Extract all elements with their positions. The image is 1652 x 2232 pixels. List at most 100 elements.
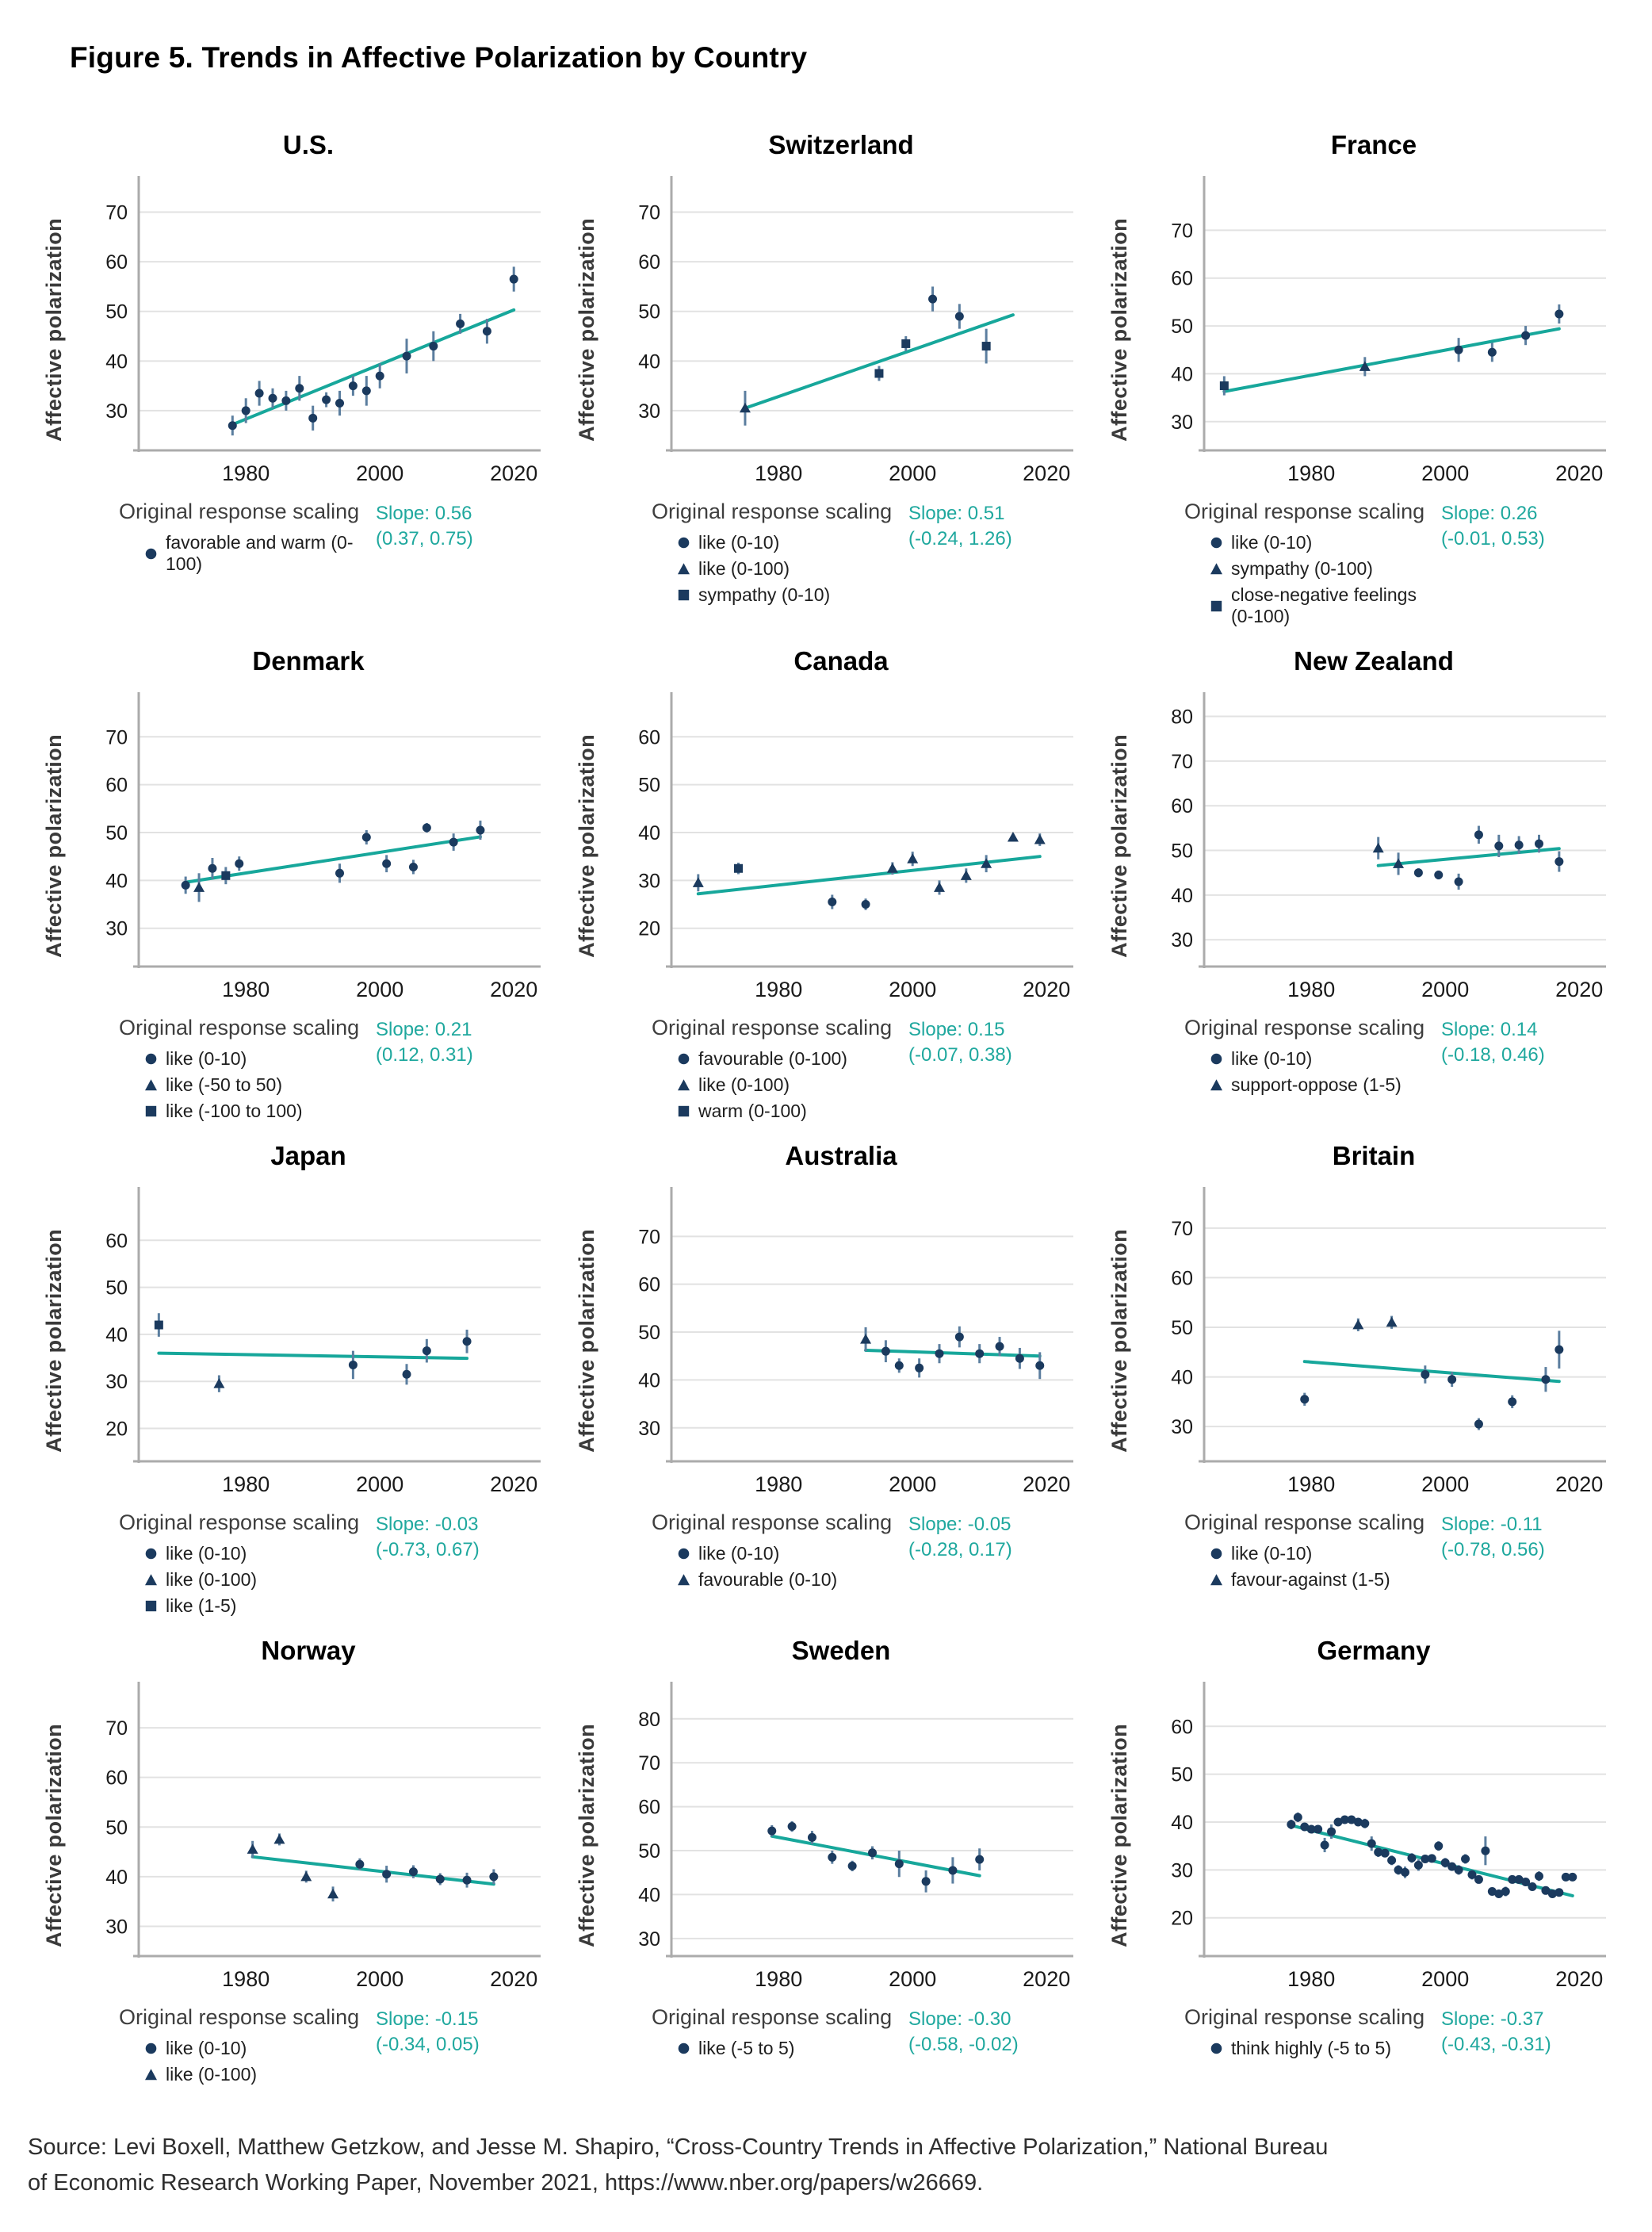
data-point-circle — [1547, 1889, 1557, 1899]
scatter-plot: 30 40 50 60 70 80 1980 2000 2020 — [1171, 692, 1606, 1001]
panel-footer: Original response scaling favorable and w… — [119, 500, 544, 575]
data-point-circle — [435, 1874, 445, 1884]
legend-heading: Original response scaling — [1184, 1510, 1425, 1534]
legend-circle-icon — [678, 1548, 690, 1560]
data-point-circle — [1413, 1860, 1423, 1870]
panel-title: France — [1330, 130, 1417, 159]
panel-body: Affective polarization 30 40 50 60 70 1980 2000… — [569, 171, 1081, 488]
data-point-triangle — [247, 1843, 258, 1854]
panel-title: Switzerland — [768, 130, 914, 159]
data-point-circle — [915, 1363, 924, 1373]
legend-circle-icon — [1210, 537, 1222, 549]
slope-confidence-interval: (-0.34, 0.05) — [376, 2034, 480, 2056]
data-point-triangle — [886, 863, 898, 873]
data-point-circle — [335, 868, 344, 878]
x-tick-label: 2020 — [1555, 978, 1603, 1001]
x-tick-label: 1980 — [222, 978, 270, 1001]
legend-item: like (0-10) — [1210, 532, 1441, 553]
slope-confidence-interval: (-0.58, -0.02) — [908, 2034, 1019, 2056]
data-point-circle — [281, 396, 291, 405]
x-tick-label: 2020 — [1023, 1967, 1070, 1991]
panel-body: Affective polarization 20 30 40 50 60 1980 2000… — [1102, 1677, 1614, 1994]
legend-heading: Original response scaling — [1184, 2005, 1425, 2029]
legend-square-icon — [678, 589, 690, 601]
data-point-circle — [1521, 1877, 1531, 1886]
data-point-circle — [1434, 871, 1444, 880]
data-point-circle — [482, 327, 491, 336]
y-tick-label: 30 — [105, 1371, 128, 1393]
legend-triangle-icon — [145, 1574, 157, 1586]
y-tick-label: 40 — [1171, 885, 1193, 907]
y-tick-label: 30 — [1171, 412, 1193, 434]
legend-item: like (0-10) — [1210, 1543, 1441, 1564]
trend-line — [770, 1834, 981, 1878]
data-point-circle — [1561, 1872, 1570, 1882]
panel-title: U.S. — [282, 130, 335, 159]
data-point-circle — [429, 342, 438, 351]
slope-confidence-interval: (-0.28, 0.17) — [908, 1539, 1012, 1561]
trend-line — [157, 1351, 469, 1361]
data-point-circle — [1501, 1887, 1510, 1897]
data-point-triangle — [193, 882, 205, 892]
data-point-circle — [1333, 1817, 1343, 1827]
y-tick-label: 40 — [1171, 1367, 1193, 1389]
legend-heading: Original response scaling — [1184, 1016, 1425, 1039]
y-tick-label: 50 — [1171, 316, 1193, 338]
data-point-circle — [348, 381, 358, 391]
slope-annotation: Slope: 0.21 (0.12, 0.31) — [376, 1016, 544, 1069]
x-tick-label: 1980 — [1287, 461, 1335, 485]
data-point-circle — [1514, 840, 1524, 850]
data-point-circle — [1454, 1865, 1463, 1874]
chart-panel-new-zealand: New Zealand Affective polarization 30 40 50 6… — [1102, 646, 1614, 1122]
data-point-circle — [1407, 1853, 1417, 1863]
data-point-circle — [1508, 1397, 1517, 1407]
data-point-circle — [1554, 309, 1564, 319]
data-point-circle — [1447, 1862, 1457, 1871]
data-point-circle — [1380, 1848, 1390, 1858]
data-point-circle — [361, 386, 371, 396]
legend-square-icon — [145, 1105, 157, 1117]
y-tick-label: 70 — [1171, 751, 1193, 773]
panel-footer: Original response scaling like (0-10) favo… — [652, 1510, 1076, 1591]
y-tick-label: 60 — [105, 1767, 128, 1790]
y-tick-label: 70 — [1171, 220, 1193, 242]
panel-title: Denmark — [252, 646, 365, 676]
legend-heading: Original response scaling — [119, 1016, 360, 1039]
data-point-triangle — [273, 1833, 285, 1844]
y-tick-label: 80 — [1171, 706, 1193, 729]
x-tick-label: 2000 — [356, 1472, 403, 1496]
legend-item-label: like (0-100) — [166, 1569, 258, 1590]
scatter-plot: 30 40 50 60 70 1980 2000 2020 — [638, 176, 1073, 485]
y-tick-label: 40 — [638, 1884, 660, 1906]
panel-body: Affective polarization 20 30 40 50 60 1980 2000… — [569, 687, 1081, 1005]
legend-circle-icon — [678, 2042, 690, 2054]
data-point-circle — [921, 1877, 931, 1886]
legend-heading: Original response scaling — [119, 500, 360, 523]
data-point-circle — [828, 1852, 837, 1862]
data-point-circle — [241, 406, 250, 415]
data-point-circle — [1535, 1871, 1543, 1881]
y-axis-label: Affective polarization — [569, 1182, 604, 1499]
data-point-circle — [894, 1859, 904, 1869]
data-point-square — [874, 369, 884, 378]
legend: Original response scaling like (0-10) like… — [119, 2005, 376, 2085]
legend-circle-icon — [1210, 2042, 1222, 2054]
legend-item: like (0-10) — [677, 1543, 908, 1564]
slope-value: Slope: -0.30 — [908, 2008, 1011, 2030]
y-axis-label-text: Affective polarization — [41, 218, 66, 442]
legend: Original response scaling favourable (0-1… — [652, 1016, 908, 1122]
y-axis-label: Affective polarization — [36, 171, 71, 488]
y-tick-label: 50 — [638, 775, 660, 797]
x-tick-label: 1980 — [755, 978, 802, 1001]
legend-triangle-icon — [1210, 563, 1222, 575]
data-point-circle — [235, 859, 244, 868]
slope-value: Slope: -0.15 — [376, 2008, 479, 2030]
data-point-circle — [1306, 1824, 1316, 1834]
data-point-circle — [1015, 1353, 1024, 1363]
data-point-triangle — [960, 870, 972, 880]
y-tick-label: 60 — [105, 1230, 128, 1252]
legend: Original response scaling like (0-10) symp… — [1184, 500, 1441, 627]
data-point-circle — [954, 312, 964, 321]
y-axis-label: Affective polarization — [569, 171, 604, 488]
x-tick-label: 2020 — [1023, 1472, 1070, 1496]
